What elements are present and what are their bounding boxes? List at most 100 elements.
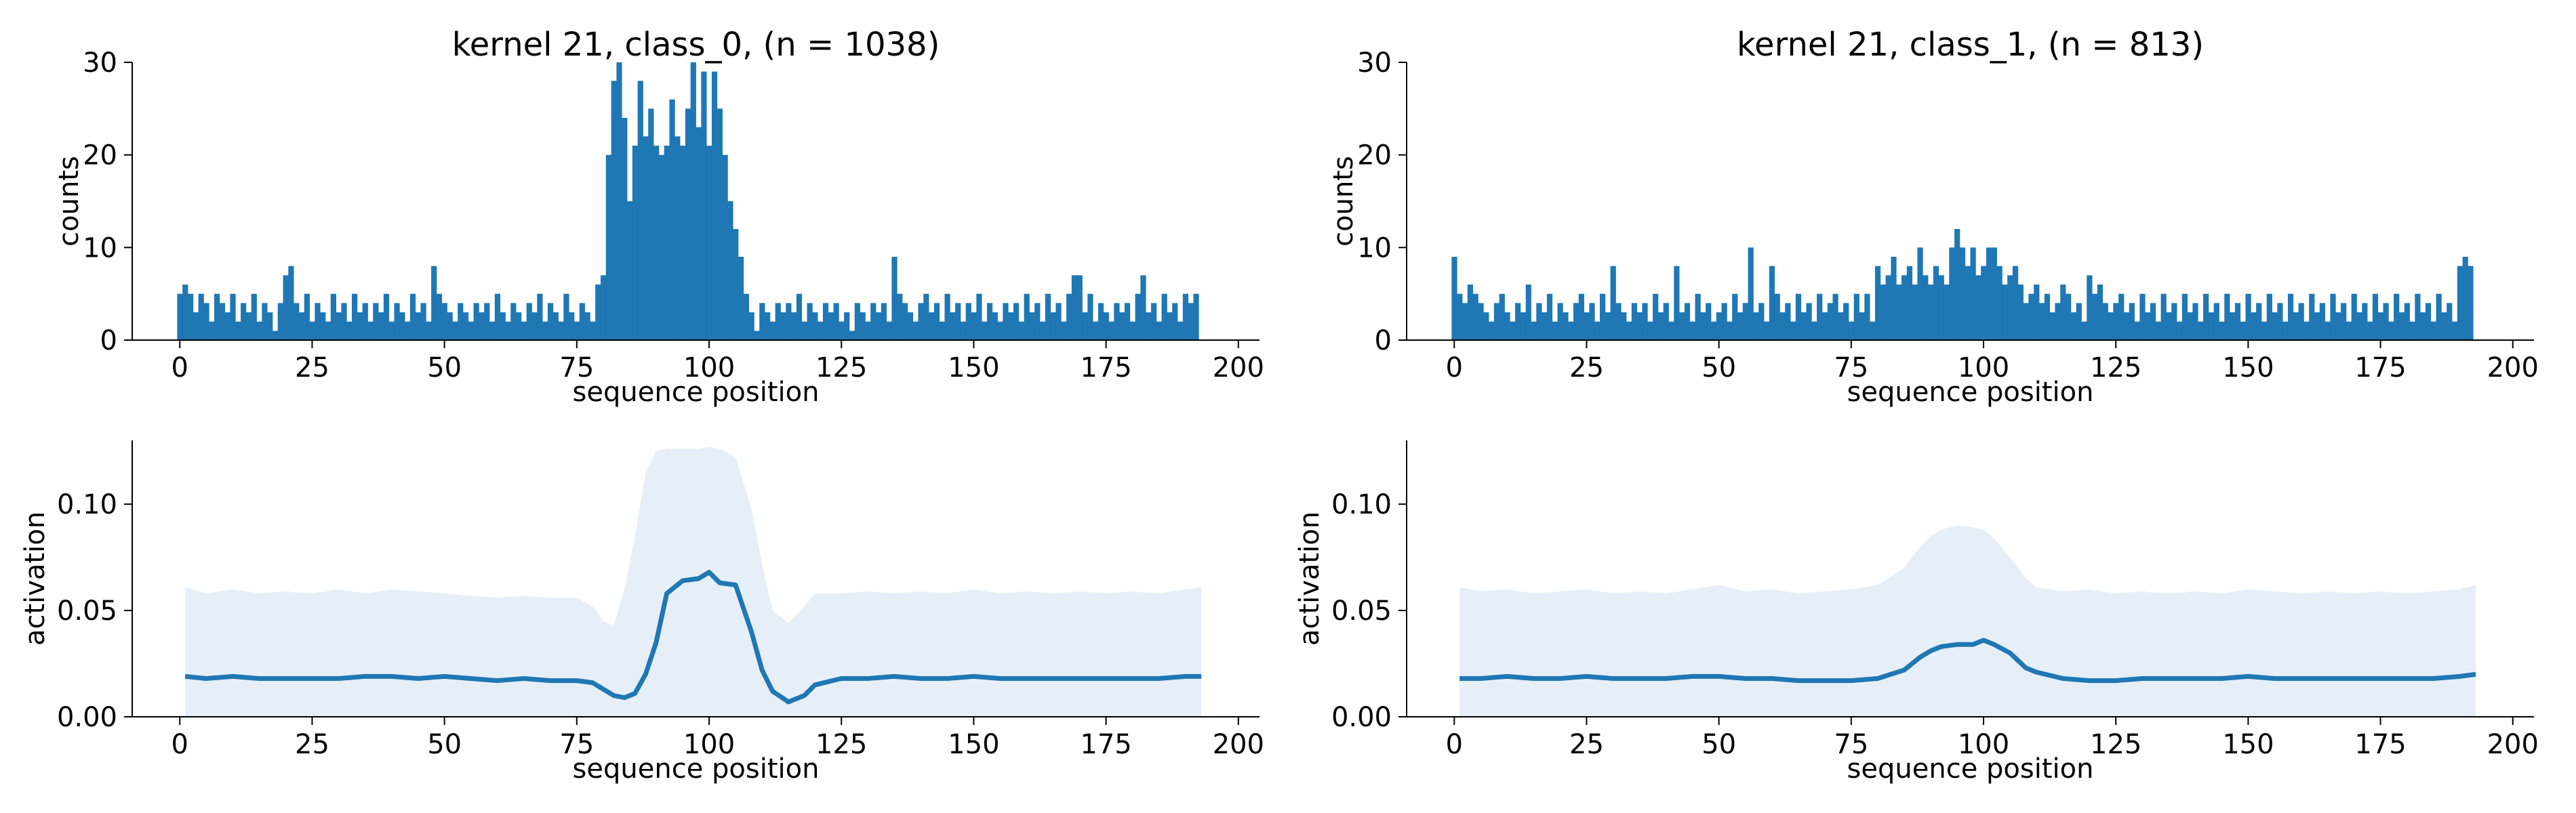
bar	[1874, 266, 1881, 340]
bar	[1161, 293, 1167, 340]
bar	[912, 321, 919, 340]
bar	[2166, 312, 2172, 340]
bar	[1764, 321, 1770, 340]
bar	[818, 321, 824, 340]
bar	[241, 303, 247, 340]
bar	[272, 331, 279, 340]
bar	[2076, 303, 2082, 340]
x-tick-label: 150	[2222, 352, 2274, 383]
bar	[516, 312, 522, 340]
bar	[1615, 303, 1622, 340]
bar	[918, 303, 924, 340]
bar	[950, 312, 956, 340]
bar	[304, 293, 310, 340]
bar	[2293, 312, 2299, 340]
bar	[1779, 312, 1786, 340]
bar	[2309, 293, 2315, 340]
bar	[711, 71, 718, 341]
bar	[971, 312, 977, 340]
x-tick-label: 150	[948, 352, 999, 383]
bar	[1087, 293, 1093, 340]
bar	[897, 293, 903, 340]
bar	[1451, 257, 1457, 340]
bar	[1737, 312, 1744, 340]
bar	[1674, 266, 1680, 340]
bar	[1515, 303, 1521, 340]
bar	[1146, 312, 1152, 340]
bar	[1578, 293, 1584, 340]
bar	[531, 312, 538, 340]
bar	[2415, 293, 2421, 340]
bar	[722, 154, 728, 341]
bar	[1631, 303, 1638, 340]
bar	[780, 312, 786, 340]
bar	[2377, 312, 2383, 340]
bar	[2346, 321, 2352, 340]
chart-title: kernel 21, class_1, (n = 813)	[1737, 26, 2204, 64]
bar	[2224, 293, 2230, 340]
bar	[209, 321, 215, 340]
bar	[1668, 321, 1674, 340]
bar	[2314, 312, 2320, 340]
bar	[1822, 312, 1828, 340]
bar	[1965, 266, 1971, 340]
bar	[685, 108, 691, 340]
bar	[801, 321, 807, 340]
bar	[569, 312, 575, 340]
bar	[664, 146, 670, 340]
bar	[2160, 293, 2167, 340]
bar	[627, 201, 633, 340]
bar	[219, 303, 226, 340]
bar	[881, 303, 887, 340]
bar	[907, 312, 914, 340]
bar	[748, 312, 754, 340]
bar	[352, 293, 358, 340]
bar	[1119, 312, 1125, 340]
bar	[643, 136, 649, 340]
bar	[1034, 303, 1041, 340]
bar	[1457, 293, 1463, 340]
bar	[441, 303, 447, 340]
bar	[844, 312, 850, 340]
bar	[277, 303, 283, 340]
bar	[1594, 321, 1601, 340]
bar	[452, 321, 458, 340]
bar	[2266, 293, 2272, 340]
bar	[2002, 285, 2008, 340]
bar	[2129, 303, 2135, 340]
x-tick-label: 25	[1569, 729, 1604, 760]
x-tick-label: 100	[1958, 729, 2009, 760]
bar	[1472, 293, 1478, 340]
bar	[2171, 303, 2177, 340]
bar	[796, 293, 803, 340]
bar	[2139, 293, 2146, 340]
bar	[923, 293, 929, 340]
y-tick-label: 0.05	[1331, 596, 1392, 627]
x-tick-label: 150	[948, 729, 999, 760]
bar	[1636, 312, 1643, 340]
bar	[489, 321, 496, 340]
bar	[1853, 293, 1859, 340]
bar	[1584, 312, 1590, 340]
x-tick-label: 25	[295, 352, 329, 383]
bar	[1156, 321, 1162, 340]
bar	[552, 312, 559, 340]
bar	[2066, 293, 2072, 340]
bar	[743, 293, 749, 340]
bar	[394, 303, 400, 340]
bar	[944, 293, 950, 340]
bar	[1753, 312, 1759, 340]
bar	[860, 312, 866, 340]
bar	[648, 108, 654, 340]
bar	[325, 321, 331, 340]
bar	[933, 303, 940, 340]
bar	[812, 312, 818, 340]
y-tick-label: 0.10	[57, 489, 117, 520]
bar	[468, 321, 474, 340]
y-tick-label: 0	[1375, 325, 1392, 356]
bar	[1029, 312, 1035, 340]
y-tick-label: 10	[1357, 232, 1392, 264]
x-axis-label: sequence position	[573, 377, 820, 408]
bar	[1710, 321, 1717, 340]
bar	[1129, 321, 1135, 340]
